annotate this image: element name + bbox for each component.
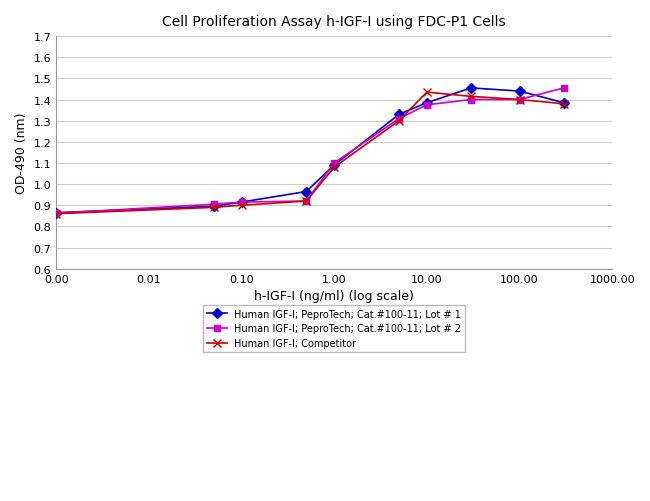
Human IGF-I; Competitor [302,198,310,204]
Human IGF-I; PeproTech; Cat.#100-11; Lot # 2 [423,103,431,109]
Human IGF-I; PeproTech; Cat.#100-11; Lot # 2 [210,202,218,208]
Human IGF-I; PeproTech; Cat.#100-11; Lot # 2 [238,200,246,206]
Human IGF-I; PeproTech; Cat.#100-11; Lot # 1 [210,204,218,210]
Human IGF-I; Competitor [560,102,567,108]
Line: Human IGF-I; PeproTech; Cat.#100-11; Lot # 1: Human IGF-I; PeproTech; Cat.#100-11; Lot… [53,85,567,217]
Human IGF-I; PeproTech; Cat.#100-11; Lot # 1 [560,101,567,107]
Human IGF-I; PeproTech; Cat.#100-11; Lot # 2 [560,86,567,92]
Human IGF-I; Competitor [330,165,338,171]
Human IGF-I; PeproTech; Cat.#100-11; Lot # 1 [423,101,431,107]
Legend: Human IGF-I; PeproTech; Cat.#100-11; Lot # 1, Human IGF-I; PeproTech; Cat.#100-1: Human IGF-I; PeproTech; Cat.#100-11; Lot… [203,305,465,353]
Human IGF-I; PeproTech; Cat.#100-11; Lot # 2 [302,198,310,204]
Human IGF-I; PeproTech; Cat.#100-11; Lot # 1 [395,112,403,118]
Human IGF-I; PeproTech; Cat.#100-11; Lot # 2 [330,161,338,167]
Human IGF-I; PeproTech; Cat.#100-11; Lot # 1 [52,210,60,216]
Human IGF-I; Competitor [467,94,475,100]
Human IGF-I; PeproTech; Cat.#100-11; Lot # 2 [52,211,60,217]
X-axis label: h-IGF-I (ng/ml) (log scale): h-IGF-I (ng/ml) (log scale) [254,290,414,303]
Human IGF-I; Competitor [52,211,60,217]
Y-axis label: OD-490 (nm): OD-490 (nm) [15,112,28,194]
Human IGF-I; Competitor [395,118,403,124]
Human IGF-I; Competitor [238,203,246,209]
Human IGF-I; PeproTech; Cat.#100-11; Lot # 1 [515,89,523,95]
Human IGF-I; Competitor [515,97,523,103]
Human IGF-I; Competitor [423,90,431,96]
Human IGF-I; PeproTech; Cat.#100-11; Lot # 2 [467,97,475,103]
Human IGF-I; PeproTech; Cat.#100-11; Lot # 1 [467,86,475,92]
Human IGF-I; PeproTech; Cat.#100-11; Lot # 1 [330,163,338,169]
Human IGF-I; PeproTech; Cat.#100-11; Lot # 2 [395,116,403,122]
Human IGF-I; PeproTech; Cat.#100-11; Lot # 1 [238,200,246,206]
Line: Human IGF-I; PeproTech; Cat.#100-11; Lot # 2: Human IGF-I; PeproTech; Cat.#100-11; Lot… [53,85,567,217]
Human IGF-I; Competitor [210,205,218,211]
Human IGF-I; PeproTech; Cat.#100-11; Lot # 2 [515,97,523,103]
Title: Cell Proliferation Assay h-IGF-I using FDC-P1 Cells: Cell Proliferation Assay h-IGF-I using F… [162,15,506,29]
Human IGF-I; PeproTech; Cat.#100-11; Lot # 1 [302,189,310,195]
Line: Human IGF-I; Competitor: Human IGF-I; Competitor [52,89,568,218]
